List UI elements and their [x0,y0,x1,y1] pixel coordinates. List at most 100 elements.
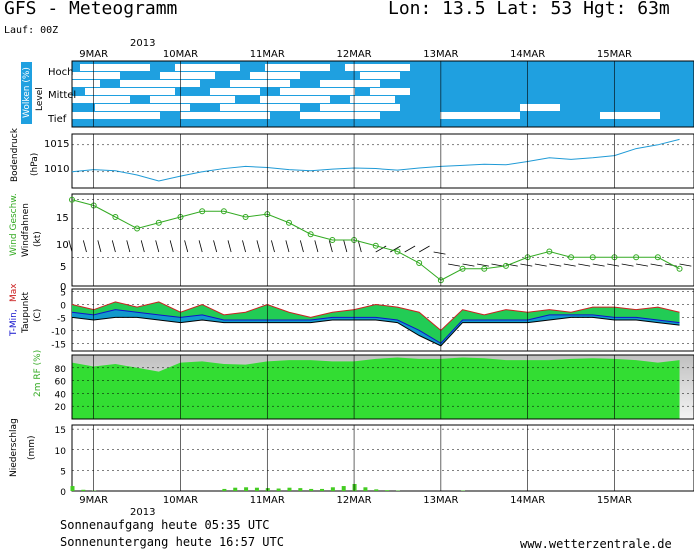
wind-barb [97,240,102,253]
cloud-level-high: Hoch [48,67,73,78]
temp-tick: -15 [51,340,66,350]
cloud-gap [150,96,235,103]
website-link[interactable]: www.wetterzentrale.de [520,537,672,551]
wind-barb [155,240,160,253]
wind-barb [271,240,275,253]
cloud-gap [320,80,380,87]
cloud-gap [160,72,215,79]
wind-barb [592,263,605,267]
wind-speed-line [71,199,680,281]
wind-barb [285,240,290,253]
cloud-gap [520,104,560,111]
wind-barb [404,245,416,253]
day-label-top: 14MAR [510,49,545,60]
wind-barb [314,240,319,253]
rh-tick: 20 [55,403,67,413]
rh-label: 2m RF (%) [33,350,43,397]
wind-barb [390,245,401,253]
wind-barb [169,240,174,253]
wind-barb [476,263,489,267]
pressure-tick-1015: 1015 [44,139,69,150]
tmax-line [71,301,680,332]
year-label-bottom: 2013 [130,507,155,518]
wind-point [199,208,206,215]
day-label-top: 9MAR [79,49,108,60]
day-label-top: 11MAR [250,49,285,60]
precip-bar [385,490,390,491]
wind-barb [68,240,73,253]
dewpoint-line [71,316,680,347]
wind-point [546,248,553,255]
temp-tick: -5 [57,314,66,324]
wind-barb [256,240,261,253]
wind-point [676,265,683,272]
precip-bar [363,487,368,491]
temp-panel: T-Min, Max Taupunkt (C) 50-5-10-15 [9,283,694,352]
rh-tick: 40 [55,390,67,400]
wind-point [394,248,401,255]
cloud-gap [265,64,330,71]
wind-point [329,237,336,243]
wind-point [285,219,292,226]
temp-label-max: Max [9,283,19,302]
cloud-gap [250,72,300,79]
wind-point [459,265,466,272]
temp-tick: -10 [51,327,66,337]
day-label-top: 13MAR [423,49,458,60]
rh-panel: 2m RF (%) 80 60 40 20 [33,350,694,420]
wind-tick-10: 10 [56,240,69,251]
year-label-top: 2013 [130,38,155,49]
wind-barb [242,240,246,253]
wind-point [633,254,640,261]
cloud-gap [120,80,200,87]
pressure-tick-1010: 1010 [44,164,69,175]
wind-barb [679,263,692,267]
precip-label-1: Niederschlag [9,418,19,477]
cloud-gap [72,72,120,79]
day-label-bottom: 14MAR [510,495,545,506]
precip-tick: 10 [55,447,67,457]
precip-label-2: (mm) [27,435,37,460]
wind-barb [534,263,547,267]
cloud-gap [72,112,160,119]
wind-barb [299,240,304,253]
precip-bar [374,489,379,491]
cloud-label: Wolken (%) [22,67,32,118]
wind-barb [82,240,87,253]
cloud-gap [72,80,100,87]
day-label-bottom: 11MAR [250,495,285,506]
wind-point [155,219,162,226]
wind-barb [198,240,203,253]
wind-tick-15: 15 [56,213,69,224]
wind-point [416,260,423,266]
chart-title: GFS - Meteogramm [4,0,178,19]
cloud-gap [72,96,130,103]
sunset-text: Sonnenuntergang heute 16:57 UTC [60,535,284,549]
wind-barb [650,263,663,267]
wind-barb [448,263,460,267]
wind-point [220,208,227,215]
wind-barb [607,263,620,267]
wind-barb [328,240,333,253]
cloud-gap [80,64,150,71]
precip-bar [341,486,346,491]
precip-tick: 5 [60,467,66,477]
wind-barb [491,263,504,267]
day-label-bottom: 10MAR [163,495,198,506]
temp-label-3: (C) [33,309,43,322]
wind-label-1: Wind Geschw. [9,193,19,256]
cloud-level-low: Tief [47,114,67,125]
day-label-top: 10MAR [163,49,198,60]
wind-panel: Wind Geschw. Windfahnen (kt) 15 10 5 0 [9,193,694,293]
precip-bar [320,488,325,491]
cloud-gap [210,88,260,95]
temp-label-2: Taupunkt [21,291,31,334]
cloud-gap [280,88,355,95]
day-label-bottom: 15MAR [597,495,632,506]
wind-point [69,196,75,203]
precip-bar [81,489,86,491]
wind-point [112,214,119,220]
wind-barb [213,240,218,253]
cloud-gap [345,64,410,71]
tmin-line [71,309,680,344]
